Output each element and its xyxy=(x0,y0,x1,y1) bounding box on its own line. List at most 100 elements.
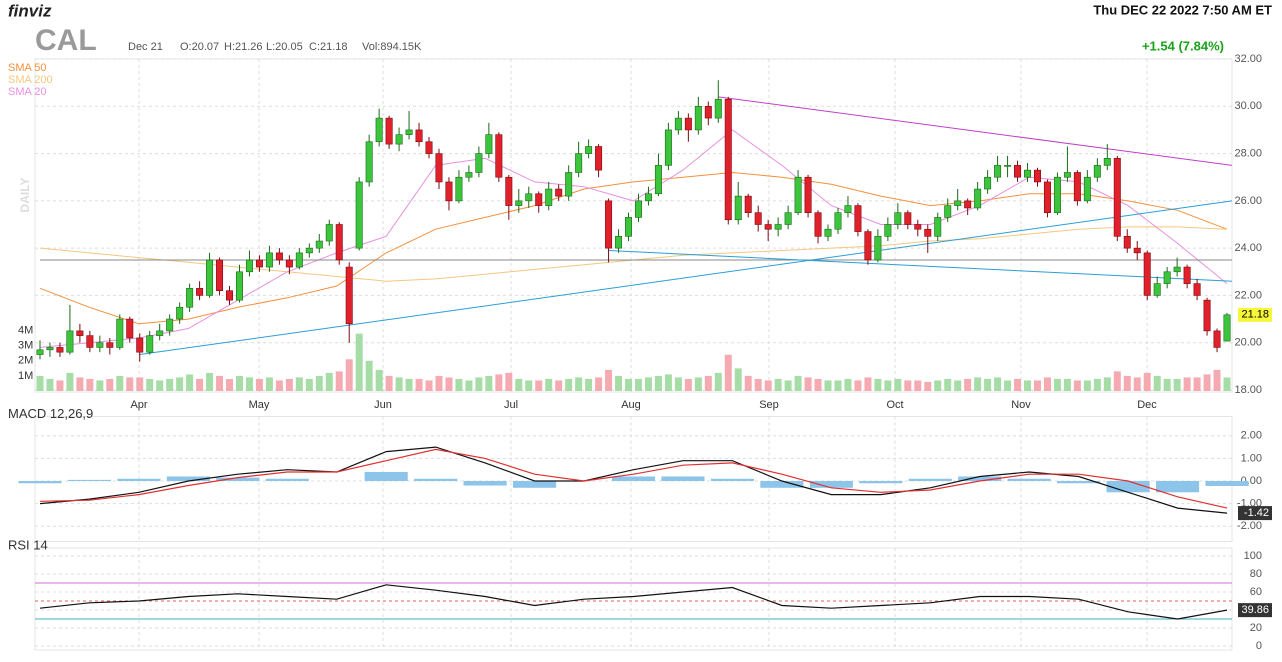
candle-body xyxy=(625,217,633,237)
sma-line xyxy=(39,129,1228,348)
volume-bar xyxy=(774,378,782,391)
x-tick-label: Apr xyxy=(130,399,147,411)
candle-body xyxy=(634,200,642,218)
volume-bar xyxy=(904,380,912,391)
candle-body xyxy=(884,224,892,237)
candle-body xyxy=(694,105,702,131)
macd-histogram xyxy=(1156,481,1200,493)
volume-bar xyxy=(285,378,293,391)
volume-bar xyxy=(804,377,812,391)
volume-bar xyxy=(794,375,802,391)
candle-body xyxy=(465,172,473,178)
candle-body xyxy=(644,193,652,202)
y-tick-label: 20 xyxy=(1250,622,1262,634)
volume-bar xyxy=(106,378,114,391)
volume-bar xyxy=(914,380,922,391)
volume-bar xyxy=(535,380,543,391)
x-tick-label: May xyxy=(249,399,270,411)
candle-body xyxy=(754,212,762,225)
volume-bar xyxy=(894,378,902,391)
macd-histogram xyxy=(216,477,260,481)
volume-bar xyxy=(644,377,652,391)
candle-body xyxy=(176,306,184,320)
volume-bar xyxy=(984,378,992,391)
y-tick-label: 1.00 xyxy=(1241,452,1262,464)
candle-body xyxy=(415,129,423,143)
volume-bar xyxy=(1073,380,1081,391)
volume-bar xyxy=(315,375,323,391)
candle-body xyxy=(315,240,323,249)
indicator-line xyxy=(39,584,1228,620)
x-tick-label: Sep xyxy=(759,399,779,411)
y-tick-label: 80 xyxy=(1250,568,1262,580)
volume-bar xyxy=(345,359,353,391)
volume-bar xyxy=(76,377,84,391)
candle-body xyxy=(146,335,154,353)
candle-body xyxy=(1203,299,1211,332)
volume-bar xyxy=(365,360,373,391)
volume-bar xyxy=(1063,378,1071,391)
candle-body xyxy=(994,165,1002,178)
volume-bar xyxy=(355,333,363,391)
candle-body xyxy=(1193,283,1201,296)
candle-body xyxy=(116,318,124,348)
candle-body xyxy=(295,252,303,268)
volume-bar xyxy=(475,377,483,391)
volume-bar xyxy=(634,378,642,391)
macd-histogram xyxy=(1007,478,1051,481)
volume-bar xyxy=(485,375,493,391)
macd-histogram xyxy=(760,481,804,488)
volume-bar xyxy=(974,377,982,391)
candle-body xyxy=(864,231,872,261)
candle-body xyxy=(1014,165,1022,178)
y-tick-label: 0 xyxy=(1256,640,1262,652)
candle-body xyxy=(615,236,623,249)
last-price: 21.18 xyxy=(1241,309,1269,321)
legend-entry: SMA 50 xyxy=(8,62,47,74)
candle-body xyxy=(265,252,273,268)
candle-body xyxy=(126,318,134,339)
volume-bar xyxy=(834,380,842,391)
last-value: -1.42 xyxy=(1244,507,1269,519)
volume-bar xyxy=(235,375,243,391)
candle-body xyxy=(924,228,932,237)
candle-body xyxy=(56,347,64,353)
last-value: 39.86 xyxy=(1241,604,1269,616)
volume-bar xyxy=(46,378,54,391)
volume-bar xyxy=(555,380,563,391)
volume-bar xyxy=(226,378,234,391)
candle-body xyxy=(395,134,403,145)
macd-histogram xyxy=(117,478,161,481)
candle-body xyxy=(744,195,752,213)
y-tick-label: 24.00 xyxy=(1234,242,1262,254)
volume-bar xyxy=(1163,378,1171,391)
volume-bar xyxy=(275,380,283,391)
volume-bar xyxy=(335,371,343,391)
trend-line xyxy=(718,96,1233,166)
candle-body xyxy=(1123,236,1131,249)
volume-bar xyxy=(156,380,164,391)
candle-body xyxy=(525,193,533,202)
candle-body xyxy=(605,200,613,249)
candle-body xyxy=(156,330,164,336)
macd-histogram xyxy=(710,478,754,481)
volume-bar xyxy=(265,377,273,391)
volume-bar xyxy=(764,380,772,391)
volume-bar xyxy=(664,374,672,391)
volume-bar xyxy=(86,378,94,391)
candle-body xyxy=(1093,165,1101,178)
volume-bar xyxy=(585,378,593,391)
candle-body xyxy=(904,212,912,225)
panel-title: RSI 14 xyxy=(8,537,48,552)
candle-body xyxy=(814,212,822,237)
macd-histogram xyxy=(958,476,1002,481)
candle-body xyxy=(245,259,253,273)
volume-bar xyxy=(994,377,1002,391)
volume-bar xyxy=(1093,378,1101,391)
candle-body xyxy=(704,105,712,119)
candle-body xyxy=(1163,271,1171,284)
candle-body xyxy=(1024,169,1032,178)
candle-body xyxy=(724,98,732,221)
candle-body xyxy=(1153,283,1161,296)
candle-body xyxy=(684,117,692,131)
